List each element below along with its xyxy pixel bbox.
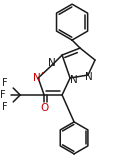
- Text: F: F: [0, 90, 6, 100]
- Text: N: N: [70, 75, 77, 85]
- Text: F: F: [2, 102, 8, 112]
- Text: N: N: [33, 73, 41, 83]
- Text: N: N: [48, 58, 56, 68]
- Text: N: N: [84, 72, 92, 82]
- Text: O: O: [40, 103, 48, 113]
- Text: F: F: [2, 78, 8, 88]
- Text: ’: ’: [40, 71, 42, 80]
